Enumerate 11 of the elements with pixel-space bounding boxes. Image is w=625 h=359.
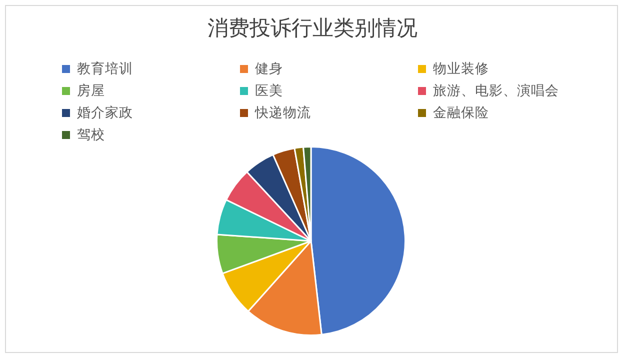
legend-label: 医美 bbox=[255, 82, 283, 100]
chart-title: 消费投诉行业类别情况 bbox=[206, 15, 418, 42]
legend-label: 婚介家政 bbox=[77, 104, 133, 122]
legend-label: 物业装修 bbox=[433, 60, 489, 78]
legend-label: 驾校 bbox=[77, 126, 105, 144]
legend-label: 教育培训 bbox=[77, 60, 133, 78]
legend-label: 健身 bbox=[255, 60, 283, 78]
legend-label: 旅游、电影、演唱会 bbox=[433, 82, 559, 100]
legend-label: 房屋 bbox=[77, 82, 105, 100]
legend-label: 金融保险 bbox=[433, 104, 489, 122]
legend-label: 快递物流 bbox=[255, 104, 311, 122]
